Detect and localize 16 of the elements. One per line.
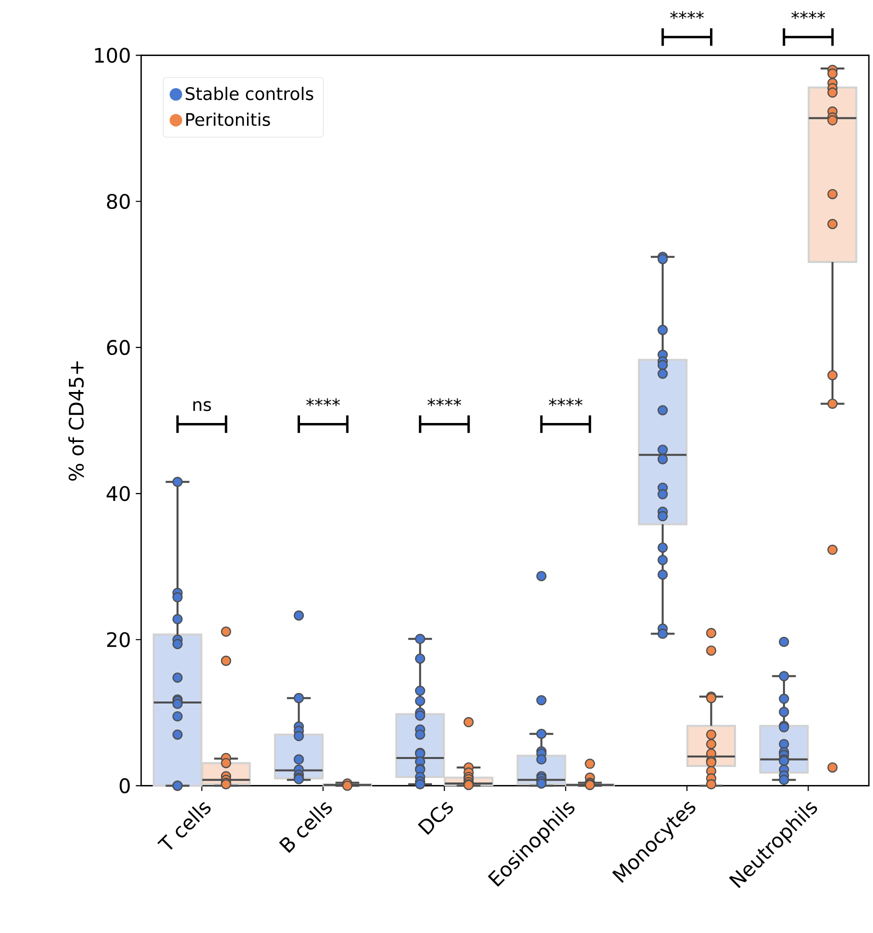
annotation: **** [306,398,340,406]
y-axis-title: % of CD45+ [68,361,84,481]
annotation: ns [193,401,211,412]
y-tick-label: 80 [107,194,130,209]
y-tick-label: 0 [120,778,130,794]
text: **** [791,11,826,20]
y-tick-label: 20 [107,632,130,648]
x-tick-label: DCs [418,802,453,835]
legend-label: Stable controls [186,86,314,100]
annotation: **** [428,398,462,406]
legend-label: Peritonitis [186,112,270,126]
annotation: **** [548,398,583,406]
y-tick-label: 40 [106,486,130,502]
text: **** [670,11,704,20]
y-tick-label: 60 [107,340,130,356]
y-tick-label: 100 [95,48,130,63]
